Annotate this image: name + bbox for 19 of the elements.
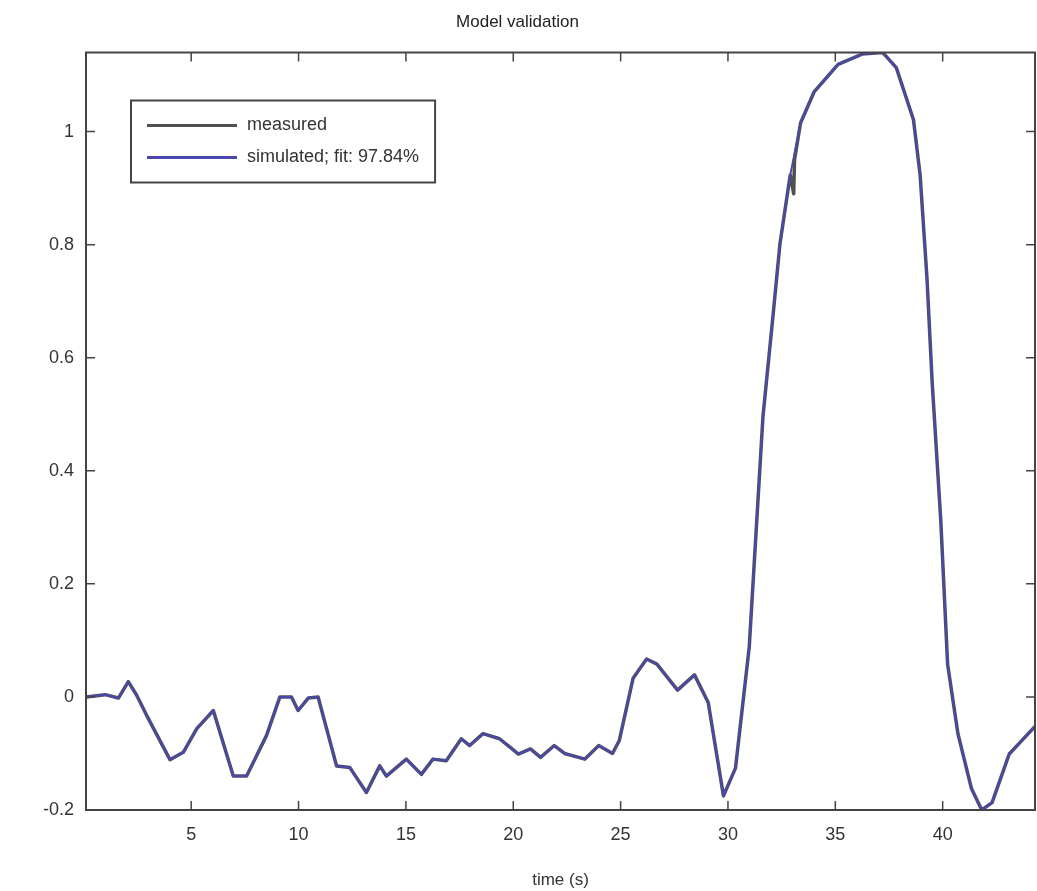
x-tick-label: 40 <box>932 823 953 844</box>
x-tick-label: 20 <box>503 823 524 844</box>
x-tick-label: 30 <box>717 823 738 844</box>
chart-title: Model validation <box>456 11 579 31</box>
y-tick-label: 0.8 <box>48 233 74 254</box>
x-tick-label: 25 <box>610 823 631 844</box>
y-tick-label: 1 <box>63 120 74 141</box>
x-tick-label: 5 <box>186 823 197 844</box>
y-tick-label: -0.2 <box>42 798 74 819</box>
legend-label: measured <box>247 114 328 135</box>
y-tick-label: 0.6 <box>48 346 74 367</box>
y-tick-label: 0.2 <box>48 572 74 593</box>
x-axis-title: time (s) <box>532 870 589 890</box>
y-tick-label: 0 <box>63 685 74 706</box>
legend-label: simulated; fit: 97.84% <box>247 146 420 167</box>
x-tick-label: 15 <box>395 823 416 844</box>
x-tick-label: 35 <box>825 823 846 844</box>
y-tick-label: 0.4 <box>48 459 74 480</box>
x-tick-label: 10 <box>288 823 309 844</box>
